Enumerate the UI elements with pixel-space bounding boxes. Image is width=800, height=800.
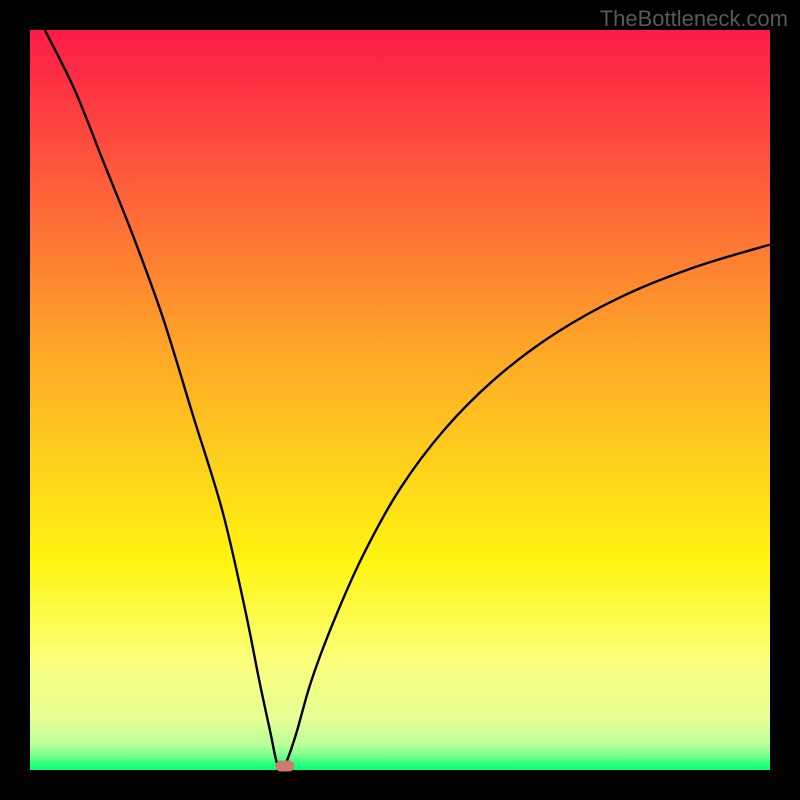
bottleneck-curve [30,30,770,770]
plot-area [30,30,770,770]
optimal-marker [276,760,295,771]
watermark-text: TheBottleneck.com [600,6,788,32]
curve-path [45,30,770,770]
